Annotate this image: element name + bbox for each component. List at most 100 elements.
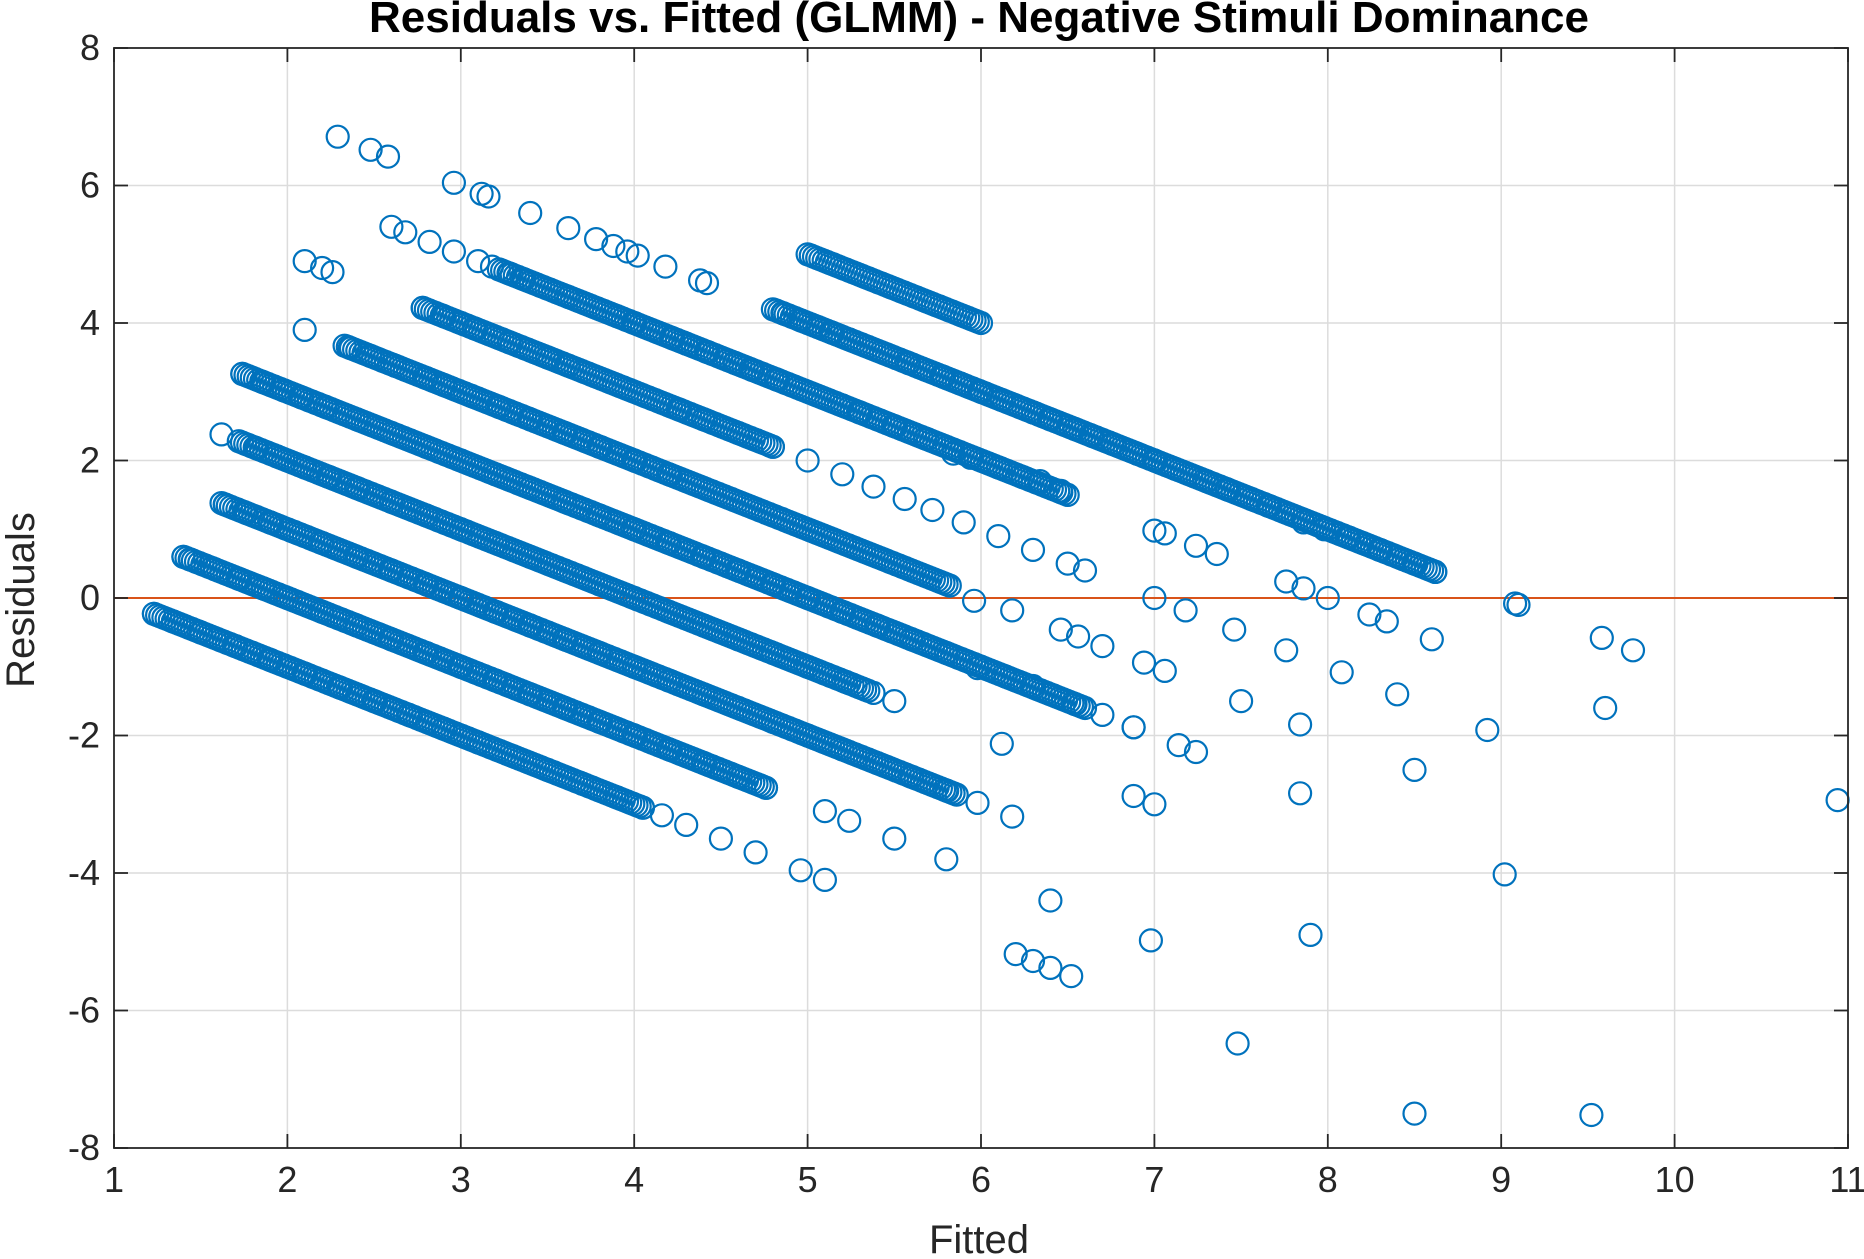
- data-point: [795, 654, 820, 679]
- data-point: [379, 489, 404, 514]
- data-point: [417, 229, 442, 254]
- data-point: [892, 486, 917, 512]
- data-point: [518, 475, 543, 501]
- data-point: [1000, 598, 1025, 623]
- data-point: [587, 709, 612, 734]
- data-point: [414, 640, 439, 666]
- data-point: [882, 688, 907, 714]
- data-point: [760, 434, 786, 459]
- data-point: [1374, 609, 1399, 634]
- data-point: [1131, 650, 1157, 675]
- data-point: [674, 331, 699, 356]
- data-point: [448, 310, 473, 336]
- data-point: [1027, 469, 1053, 494]
- data-point: [483, 668, 508, 693]
- data-point: [899, 764, 924, 789]
- data-point: [1163, 456, 1188, 481]
- data-point: [1593, 695, 1618, 721]
- data-point: [948, 371, 973, 396]
- data-point: [1402, 551, 1427, 576]
- data-point: [861, 474, 886, 499]
- data-point: [188, 620, 213, 645]
- data-point: [251, 576, 276, 601]
- data-point: [466, 249, 491, 274]
- axis-ticks: 1 2 3 4 5 6 7 8 9 10 11 -8 -6 -4 -2 0 2 4 6 8: [68, 27, 1864, 1200]
- data-point: [483, 530, 508, 556]
- data-point: [1419, 627, 1444, 652]
- x-tick-label: 1: [104, 1159, 124, 1200]
- data-point: [1142, 585, 1167, 611]
- data-point: [518, 200, 543, 226]
- data-point: [486, 394, 511, 419]
- data-point: [649, 803, 675, 828]
- data-point: [847, 400, 872, 425]
- data-point: [968, 379, 994, 404]
- data-point: [587, 640, 612, 666]
- data-point: [292, 317, 317, 342]
- x-tick-label: 6: [971, 1159, 991, 1200]
- data-point: [694, 271, 720, 296]
- data-point: [656, 462, 682, 487]
- data-point: [989, 731, 1014, 756]
- data-point: [941, 441, 966, 466]
- data-point: [448, 654, 473, 679]
- data-point: [212, 492, 238, 517]
- data-point: [382, 353, 407, 378]
- data-point: [622, 585, 647, 611]
- data-point: [375, 144, 401, 169]
- data-point: [292, 661, 317, 686]
- data-point: [1228, 688, 1254, 714]
- data-point: [1312, 517, 1337, 542]
- data-point: [896, 350, 921, 375]
- data-point: [233, 500, 258, 525]
- data-point: [1589, 625, 1614, 651]
- data-point: [1020, 673, 1046, 699]
- data-points: [141, 124, 1850, 1128]
- y-axis-label: Residuals: [0, 512, 43, 688]
- data-point: [622, 310, 647, 336]
- data-point: [414, 572, 439, 597]
- data-point: [479, 254, 505, 279]
- data-point: [1256, 493, 1281, 518]
- data-point: [313, 394, 338, 419]
- data-point: [968, 310, 994, 336]
- data-point: [441, 170, 466, 195]
- data-point: [771, 301, 796, 326]
- data-point: [861, 680, 886, 706]
- y-tick-label: -8: [68, 1127, 100, 1168]
- data-point: [739, 357, 765, 382]
- y-tick-label: 4: [80, 302, 100, 343]
- data-point: [1121, 783, 1146, 809]
- data-point: [310, 599, 335, 624]
- data-point: [258, 510, 283, 535]
- data-point: [344, 407, 369, 432]
- data-point: [1142, 518, 1167, 543]
- data-point: [1062, 416, 1087, 441]
- data-point: [289, 385, 314, 410]
- x-axis-label: Fitted: [929, 1218, 1029, 1259]
- data-point: [726, 420, 751, 446]
- data-point: [788, 308, 813, 333]
- data-point: [264, 444, 290, 469]
- y-tick-label: 2: [80, 440, 100, 481]
- data-point: [830, 737, 855, 762]
- data-point: [805, 315, 831, 340]
- data-point: [667, 397, 692, 422]
- data-point: [316, 464, 342, 490]
- data-point: [556, 284, 581, 309]
- data-point: [448, 517, 473, 542]
- data-point: [1020, 948, 1046, 974]
- y-tick-label: 6: [80, 165, 100, 206]
- data-point: [1385, 682, 1410, 707]
- data-point: [882, 414, 907, 439]
- data-point: [414, 503, 439, 528]
- data-point: [899, 627, 924, 652]
- data-point: [1100, 431, 1125, 457]
- data-point: [1079, 423, 1105, 448]
- data-point: [930, 364, 956, 389]
- data-point: [864, 613, 890, 638]
- data-point: [393, 220, 418, 245]
- data-point: [819, 320, 845, 345]
- data-point: [1183, 533, 1209, 558]
- data-point: [1055, 551, 1080, 576]
